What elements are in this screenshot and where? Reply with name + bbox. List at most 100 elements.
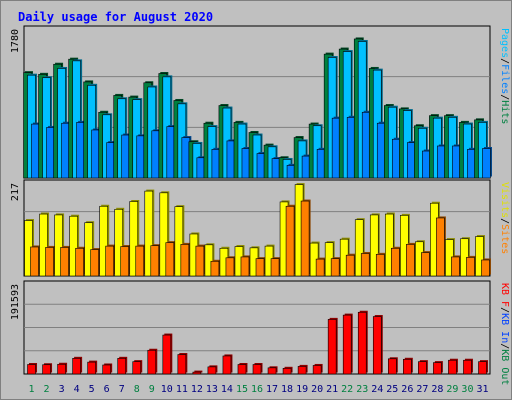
day-label-29: 29 (446, 384, 458, 395)
middle-sites-bar-10 (165, 242, 175, 277)
panel-bottom: 191593 KB F/KB In/KB Out (10, 280, 510, 385)
legend-item-0: Pages (499, 28, 510, 58)
middle-visits-bar-6 (99, 205, 108, 277)
middle-sites-bar-14 (225, 257, 235, 277)
legend-item-3: / (499, 94, 510, 100)
middle-sites-bar-17 (270, 258, 280, 277)
middle-sites-bar-9 (150, 245, 160, 277)
bottom-kb-out-bar-11 (177, 354, 187, 375)
middle-sites-bar-20 (315, 258, 325, 277)
day-label-15: 15 (236, 384, 248, 395)
middle-sites-bar-2 (45, 247, 54, 277)
bottom-kb-out-bar-21 (327, 319, 337, 375)
bottom-kb-out-bar-1 (27, 364, 36, 375)
middle-sites-bar-28 (436, 217, 445, 277)
day-label-14: 14 (221, 384, 233, 395)
day-label-28: 28 (431, 384, 443, 395)
legend-item-4: KB Out (499, 349, 510, 385)
day-label-30: 30 (461, 384, 473, 395)
day-label-8: 8 (134, 384, 140, 395)
bottom-kb-out-bar-4 (72, 358, 81, 375)
middle-visits-bar-11 (174, 206, 184, 277)
day-label-22: 22 (341, 384, 353, 395)
day-label-12: 12 (191, 384, 203, 395)
day-label-4: 4 (74, 384, 80, 395)
middle-sites-bar-19 (300, 200, 310, 277)
legend-item-1: / (499, 307, 510, 313)
day-label-31: 31 (476, 384, 488, 395)
middle-sites-bar-21 (330, 258, 340, 277)
panel-bottom-max-label: 191593 (10, 284, 21, 320)
panel-middle-max-label: 217 (10, 183, 21, 201)
day-label-23: 23 (356, 384, 368, 395)
panel-top: 1780 Pages/Files/Hits (10, 25, 510, 179)
middle-visits-bar-31 (475, 236, 484, 277)
middle-sites-bar-15 (240, 256, 250, 277)
middle-sites-bar-29 (451, 256, 460, 277)
middle-visits-bar-24 (369, 214, 379, 277)
bottom-kb-out-bar-31 (478, 361, 487, 375)
middle-sites-bar-30 (466, 257, 475, 277)
day-label-5: 5 (89, 384, 95, 395)
bottom-kb-out-bar-13 (207, 366, 217, 375)
legend-item-2: Files (499, 64, 510, 94)
bottom-kb-out-bar-25 (387, 358, 397, 375)
panel-top-legend: Pages/Files/Hits (499, 28, 510, 124)
middle-sites-bar-11 (180, 244, 190, 277)
bottom-kb-out-bar-15 (237, 364, 247, 375)
legend-item-3: / (499, 343, 510, 349)
bottom-kb-out-bar-6 (102, 364, 111, 375)
panel-top-max-label: 1780 (10, 29, 21, 53)
middle-visits-bar-23 (354, 219, 364, 277)
bottom-kb-out-bar-28 (433, 362, 442, 375)
bottom-kb-out-bar-2 (42, 364, 51, 375)
middle-visits-bar-8 (129, 201, 139, 277)
day-label-24: 24 (371, 384, 383, 395)
bottom-kb-out-bar-19 (297, 366, 307, 375)
legend-item-0: KB F (499, 283, 510, 307)
bottom-kb-out-bar-7 (117, 358, 127, 375)
middle-sites-bar-6 (105, 245, 114, 277)
middle-sites-bar-18 (285, 205, 295, 277)
day-label-25: 25 (386, 384, 398, 395)
bottom-kb-out-bar-27 (418, 361, 427, 375)
bottom-kb-out-bar-12 (192, 371, 202, 375)
bottom-kb-out-bar-29 (448, 359, 457, 375)
bottom-kb-out-bar-24 (372, 316, 382, 375)
middle-sites-bar-12 (195, 245, 205, 277)
middle-sites-bar-13 (210, 260, 220, 277)
bottom-kb-out-bar-23 (357, 311, 367, 375)
day-label-19: 19 (296, 384, 308, 395)
day-label-7: 7 (119, 384, 125, 395)
day-labels: 1 2 3 4 5 6 7 8 9 10 11 12 13 14 15 16 17 18 19 20 21 22 23 24 2… (29, 384, 489, 395)
bottom-kb-out-bar-16 (252, 364, 262, 375)
middle-sites-bar-8 (135, 245, 145, 277)
top-pages-bar-31 (482, 148, 491, 179)
day-label-17: 17 (266, 384, 278, 395)
day-label-2: 2 (44, 384, 50, 395)
middle-sites-bar-23 (360, 253, 370, 277)
bottom-kb-out-bar-10 (162, 334, 172, 375)
middle-visits-bar-9 (144, 190, 154, 277)
middle-sites-bar-27 (421, 252, 430, 277)
day-label-10: 10 (161, 384, 173, 395)
day-label-3: 3 (59, 384, 65, 395)
bottom-kb-out-bar-26 (403, 358, 412, 375)
bottom-kb-out-bar-17 (267, 367, 277, 375)
middle-sites-bar-3 (60, 247, 69, 277)
middle-visits-bar-7 (114, 208, 124, 277)
day-label-13: 13 (206, 384, 218, 395)
panel-middle: 217 Visits/Sites (10, 179, 510, 277)
day-label-20: 20 (311, 384, 323, 395)
legend-item-1: / (499, 58, 510, 64)
bottom-kb-out-bar-14 (222, 355, 232, 375)
middle-visits-bar-4 (69, 215, 78, 277)
middle-visits-bar-3 (54, 214, 63, 277)
chart-panels: 1780 Pages/Files/Hits 217 Visits/Sites 19159… (10, 25, 510, 385)
middle-sites-bar-1 (30, 246, 39, 277)
middle-visits-bar-2 (39, 213, 48, 277)
panel-middle-legend: Visits/Sites (499, 182, 510, 254)
middle-visits-bar-10 (159, 192, 169, 277)
middle-sites-bar-7 (120, 246, 130, 277)
panel-bottom-legend: KB F/KB In/KB Out (499, 283, 510, 385)
